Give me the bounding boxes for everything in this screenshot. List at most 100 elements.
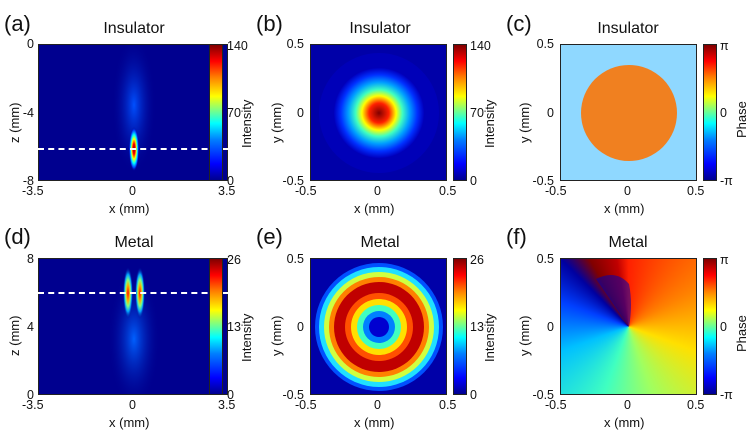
ytick-c-3: -0.5 (532, 174, 554, 188)
colorbar-f (703, 258, 717, 395)
plot-b (310, 44, 447, 181)
xlabel-a: x (mm) (109, 201, 150, 216)
cbar-label-b: Intensity (482, 99, 497, 148)
xtick-a-1: -3.5 (22, 184, 44, 198)
phase-map-f (596, 275, 631, 327)
panel-title-b: Insulator (349, 20, 411, 37)
colorbar-c (703, 44, 717, 181)
panel-title-a: Insulator (103, 20, 165, 37)
cbar-tick-f-2: 0 (720, 320, 727, 334)
xtick-a-3: 3.5 (218, 184, 236, 198)
ylabel-a: z (mm) (7, 102, 22, 143)
ytick-d-3: 0 (27, 388, 34, 402)
cbar-tick-e-3: 0 (470, 388, 477, 402)
plot-e (310, 258, 447, 395)
ytick-a-3: -8 (22, 174, 34, 188)
cbar-tick-e-1: 26 (470, 253, 484, 267)
cbar-label-d: Intensity (239, 313, 254, 362)
cbar-tick-b-3: 0 (470, 174, 477, 188)
panel-label-f: (f) (506, 224, 527, 249)
xlabel-f: x (mm) (604, 415, 645, 430)
ytick-b-1: 0.5 (286, 37, 304, 51)
cbar-tick-a-1: 140 (227, 39, 248, 53)
xtick-b-1: -0.5 (295, 184, 317, 198)
ytick-c-1: 0.5 (536, 37, 554, 51)
intensity-map-b (311, 45, 446, 180)
cbar-tick-c-1: π (720, 39, 729, 53)
ytick-f-2: 0 (547, 320, 554, 334)
xtick-d-3: 3.5 (218, 398, 236, 412)
plot-f (560, 258, 697, 395)
xtick-b-2: 0 (374, 184, 381, 198)
ylabel-d: z (mm) (7, 315, 22, 356)
cbar-tick-e-2: 13 (470, 320, 484, 334)
phase-map-c (581, 65, 677, 161)
colorbar-e (453, 258, 467, 395)
plot-c (560, 44, 697, 181)
panel-label-c: (c) (506, 11, 532, 36)
ytick-d-1: 8 (27, 252, 34, 266)
ytick-a-1: 0 (27, 37, 34, 51)
reference-plane-line-d (38, 292, 228, 294)
ytick-f-3: -0.5 (532, 388, 554, 402)
xtick-e-1: -0.5 (295, 398, 317, 412)
cbar-label-a: Intensity (239, 99, 254, 148)
panel-label-d: (d) (4, 224, 31, 249)
xtick-d-2: 0 (129, 398, 136, 412)
cbar-label-c: Phase (734, 101, 749, 138)
cbar-label-e: Intensity (482, 313, 497, 362)
plot-a (38, 44, 228, 181)
intensity-map-a (112, 45, 156, 175)
ylabel-f: y (mm) (517, 315, 532, 356)
ytick-f-1: 0.5 (536, 252, 554, 266)
ytick-c-2: 0 (547, 106, 554, 120)
reference-plane-line-a (38, 148, 228, 150)
cbar-tick-d-1: 26 (227, 253, 241, 267)
cbar-tick-c-3: -π (720, 174, 733, 188)
xtick-a-2: 0 (129, 184, 136, 198)
xlabel-c: x (mm) (604, 201, 645, 216)
colorbar-d (209, 258, 223, 395)
colorbar-b (453, 44, 467, 181)
xtick-c-1: -0.5 (545, 184, 567, 198)
panel-label-b: (b) (256, 11, 283, 36)
xtick-e-2: 0 (374, 398, 381, 412)
panel-title-f: Metal (608, 234, 648, 251)
cbar-tick-a-2: 70 (227, 106, 241, 120)
xlabel-b: x (mm) (354, 201, 395, 216)
cbar-tick-d-2: 13 (227, 320, 241, 334)
intensity-map-e (311, 259, 446, 394)
panel-title-e: Metal (360, 234, 400, 251)
ytick-b-3: -0.5 (282, 174, 304, 188)
xtick-e-3: 0.5 (439, 398, 457, 412)
xtick-f-1: -0.5 (545, 398, 567, 412)
xtick-b-3: 0.5 (439, 184, 457, 198)
ylabel-b: y (mm) (269, 102, 284, 143)
cbar-tick-f-3: -π (720, 388, 733, 402)
panel-label-a: (a) (4, 11, 31, 36)
cbar-tick-d-3: 0 (227, 388, 234, 402)
xtick-f-3: 0.5 (687, 398, 705, 412)
xtick-d-1: -3.5 (22, 398, 44, 412)
ytick-e-2: 0 (297, 320, 304, 334)
xtick-c-2: 0 (624, 184, 631, 198)
cbar-tick-c-2: 0 (720, 106, 727, 120)
panel-label-e: (e) (256, 224, 283, 249)
ytick-e-3: -0.5 (282, 388, 304, 402)
ytick-e-1: 0.5 (286, 252, 304, 266)
xtick-c-3: 0.5 (687, 184, 705, 198)
ytick-a-2: -4 (22, 106, 34, 120)
cbar-tick-f-1: π (720, 253, 729, 267)
ylabel-c: y (mm) (517, 102, 532, 143)
panel-title-c: Insulator (597, 20, 659, 37)
colorbar-a (209, 44, 223, 181)
ytick-b-2: 0 (297, 106, 304, 120)
intensity-map-d (108, 267, 160, 394)
panel-title-d: Metal (114, 234, 154, 251)
xlabel-e: x (mm) (354, 415, 395, 430)
cbar-tick-b-2: 70 (470, 106, 484, 120)
cbar-tick-a-3: 0 (227, 174, 234, 188)
ytick-d-2: 4 (27, 320, 34, 334)
cbar-label-f: Phase (734, 315, 749, 352)
